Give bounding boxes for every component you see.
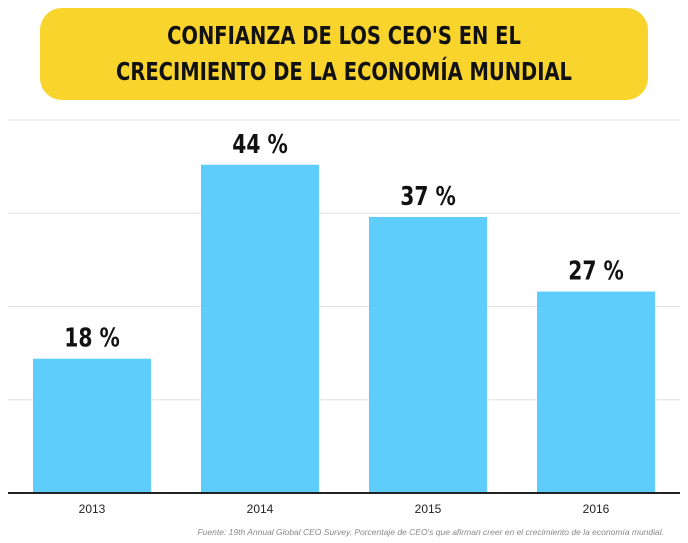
x-tick-label-2013: 2013 [79, 502, 106, 516]
chart-title: Confianza de los CEO's en el crecimiento… [116, 21, 572, 86]
x-tick-label-2016: 2016 [583, 502, 610, 516]
bar-2016 [537, 291, 655, 493]
chart-title-banner: Confianza de los CEO's en el crecimiento… [40, 8, 648, 100]
x-tick-label-2014: 2014 [247, 502, 274, 516]
x-tick-label-2015: 2015 [415, 502, 442, 516]
data-label-2014: 44 % [232, 129, 288, 159]
bar-2013 [33, 358, 151, 493]
data-label-2016: 27 % [568, 256, 624, 286]
bar-2014 [201, 164, 319, 493]
source-note: Fuente: 19th Annual Global CEO Survey. P… [197, 527, 664, 537]
data-label-2015: 37 % [400, 182, 456, 212]
bar-2015 [369, 216, 487, 494]
data-label-2013: 18 % [64, 323, 120, 353]
